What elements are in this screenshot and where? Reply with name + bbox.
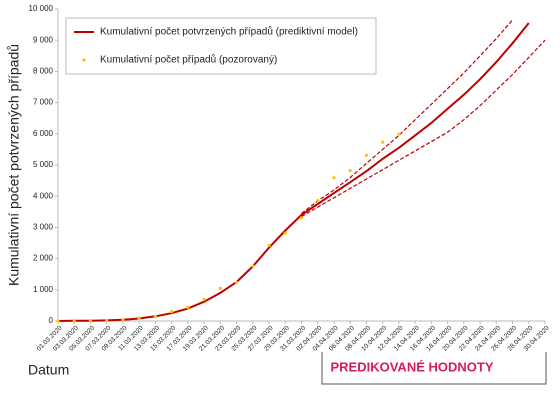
x-axis-title: Datum bbox=[28, 362, 69, 378]
bound-line bbox=[301, 39, 546, 218]
data-point bbox=[105, 318, 109, 323]
y-tick-label: 8 000 bbox=[33, 67, 54, 76]
y-tick-label: 6 000 bbox=[33, 129, 54, 138]
data-point bbox=[218, 286, 222, 290]
data-point bbox=[364, 153, 369, 157]
data-point bbox=[267, 243, 271, 248]
data-point bbox=[88, 319, 93, 323]
y-tick-label: 5 000 bbox=[33, 160, 54, 169]
data-point bbox=[251, 264, 255, 268]
y-tick-label: 1 000 bbox=[33, 285, 54, 294]
data-point bbox=[56, 319, 60, 323]
y-tick-label: 3 000 bbox=[33, 223, 54, 232]
annotation: PREDIKOVANÉ HODNOTY bbox=[331, 359, 494, 374]
model-line bbox=[57, 22, 530, 322]
data-point bbox=[121, 318, 125, 322]
y-tick-label: 2 000 bbox=[33, 254, 54, 263]
data-point bbox=[153, 315, 157, 319]
data-point bbox=[137, 316, 141, 320]
legend-marker bbox=[82, 58, 86, 62]
data-point bbox=[170, 310, 174, 314]
y-tick-label: 10 000 bbox=[29, 4, 54, 13]
y-tick-label: 4 000 bbox=[33, 191, 54, 200]
data-point bbox=[186, 305, 190, 310]
y-tick-label: 9 000 bbox=[33, 35, 54, 44]
legend-box bbox=[65, 17, 377, 75]
y-axis-title: Kumulativní počet potvrzených případů bbox=[6, 44, 22, 286]
data-point bbox=[332, 176, 336, 180]
data-point bbox=[316, 199, 320, 203]
data-point bbox=[283, 231, 287, 235]
legend-label: Kumulativní počet případů (pozorovaný) bbox=[100, 54, 277, 66]
y-tick-label: 0 bbox=[49, 316, 54, 325]
bound-line bbox=[301, 19, 513, 214]
data-point bbox=[397, 132, 401, 136]
data-point bbox=[299, 216, 304, 220]
data-point bbox=[202, 297, 206, 301]
data-point bbox=[234, 280, 239, 285]
y-tick-label: 7 000 bbox=[33, 98, 54, 107]
legend-label: Kumulativní počet potvrzených případů (p… bbox=[100, 26, 358, 38]
data-point bbox=[348, 168, 352, 173]
data-point bbox=[72, 319, 76, 323]
data-point bbox=[381, 140, 385, 144]
prediction-bracket bbox=[321, 352, 547, 385]
